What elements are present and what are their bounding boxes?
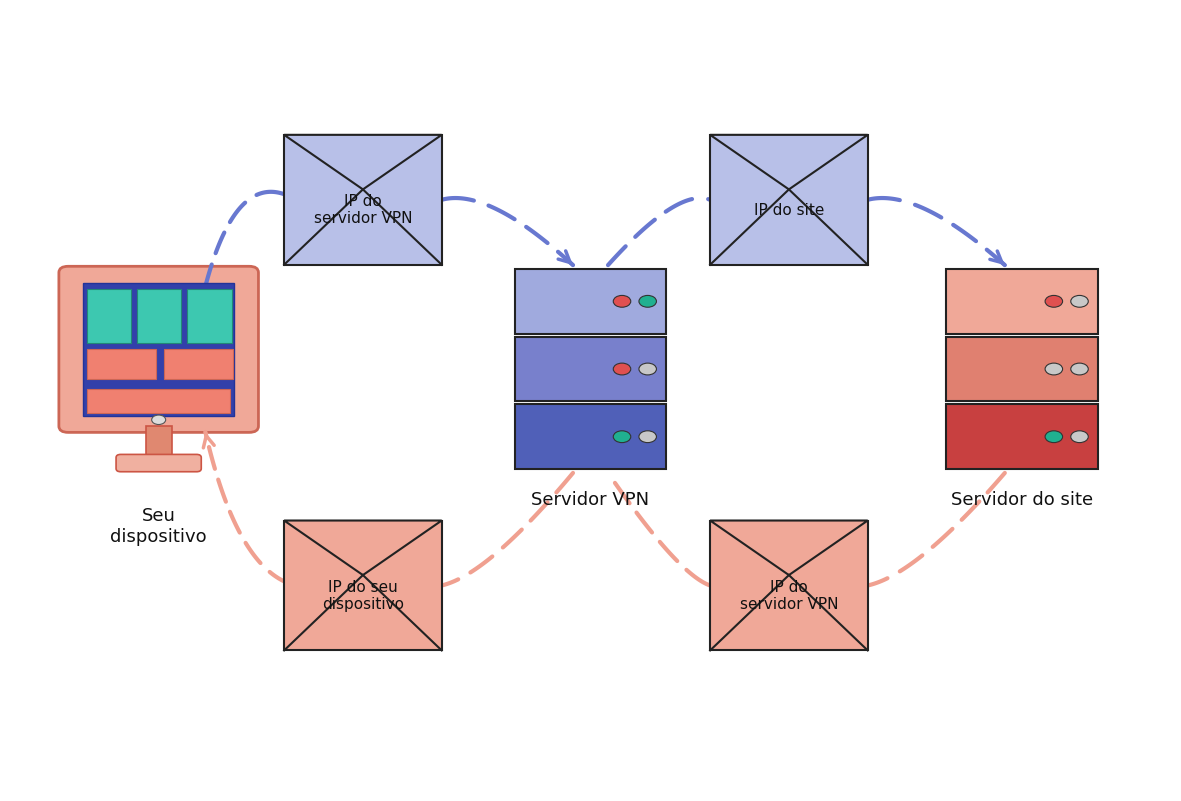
FancyBboxPatch shape	[59, 266, 259, 433]
Circle shape	[1045, 296, 1063, 308]
Circle shape	[1045, 431, 1063, 443]
Text: IP do seu
dispositivo: IP do seu dispositivo	[322, 580, 404, 612]
Text: IP do site: IP do site	[753, 203, 824, 218]
Bar	[515, 405, 666, 469]
Circle shape	[639, 296, 657, 308]
Bar	[946, 269, 1098, 333]
Circle shape	[1071, 296, 1088, 308]
Polygon shape	[285, 135, 442, 189]
Circle shape	[613, 363, 631, 375]
Bar	[145, 426, 171, 457]
Bar	[515, 336, 666, 401]
Circle shape	[1071, 431, 1088, 443]
Bar	[137, 289, 182, 343]
Bar	[84, 283, 234, 416]
Circle shape	[639, 363, 657, 375]
Circle shape	[613, 431, 631, 443]
Circle shape	[151, 415, 165, 425]
Text: IP do
servidor VPN: IP do servidor VPN	[314, 194, 412, 227]
Text: IP do
servidor VPN: IP do servidor VPN	[739, 580, 839, 612]
Polygon shape	[285, 521, 442, 575]
Circle shape	[639, 431, 657, 443]
Bar	[87, 349, 156, 379]
Circle shape	[1045, 363, 1063, 375]
Bar	[710, 135, 868, 264]
Polygon shape	[710, 135, 868, 189]
Bar	[285, 135, 442, 264]
Bar	[946, 336, 1098, 401]
Bar	[188, 289, 231, 343]
Bar	[710, 521, 868, 650]
Text: Servidor do site: Servidor do site	[951, 491, 1094, 509]
Polygon shape	[710, 521, 868, 575]
Circle shape	[1071, 363, 1088, 375]
Text: Servidor VPN: Servidor VPN	[531, 491, 650, 509]
Bar	[515, 269, 666, 333]
Circle shape	[613, 296, 631, 308]
Text: Seu
dispositivo: Seu dispositivo	[110, 507, 207, 545]
FancyBboxPatch shape	[116, 454, 201, 472]
Bar	[87, 388, 230, 413]
Bar	[87, 289, 131, 343]
Bar	[164, 349, 233, 379]
Bar	[946, 405, 1098, 469]
Bar	[285, 521, 442, 650]
